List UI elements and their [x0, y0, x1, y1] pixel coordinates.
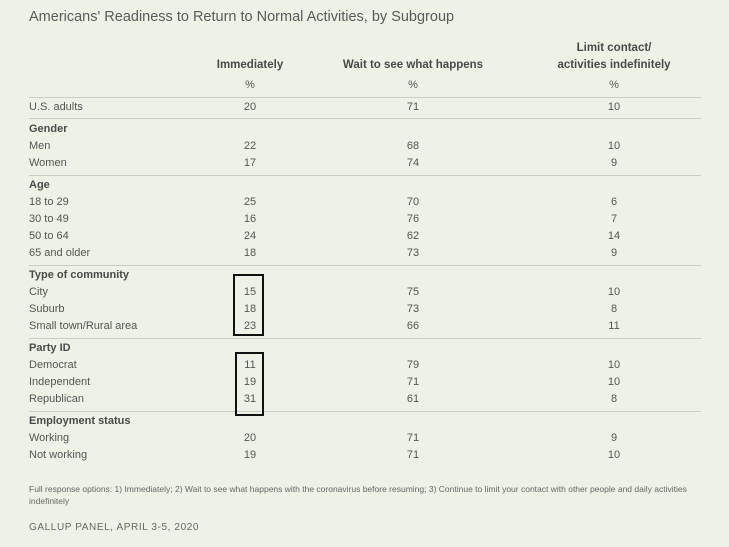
cell-value: 23: [243, 320, 257, 332]
cell-value: 10: [607, 359, 621, 371]
section-rule: [29, 338, 701, 339]
cell-value: 10: [607, 101, 621, 113]
cell-value: 16: [243, 213, 257, 225]
cell-value: 20: [243, 432, 257, 444]
group-label: Employment status: [29, 415, 131, 427]
cell-value: 25: [243, 196, 257, 208]
header-rule: [29, 97, 701, 98]
cell-value: 9: [610, 432, 618, 444]
unit-wait: %: [408, 79, 418, 91]
cell-value: 76: [406, 213, 420, 225]
cell-value: 22: [243, 140, 257, 152]
row-label: Working: [29, 432, 70, 444]
row-label: 18 to 29: [29, 196, 69, 208]
row-label: Suburb: [29, 303, 65, 315]
cell-value: 19: [243, 449, 257, 461]
group-label: Party ID: [29, 342, 71, 354]
cell-value: 71: [406, 101, 420, 113]
unit-immediately: %: [245, 79, 255, 91]
cell-value: 18: [243, 303, 257, 315]
cell-value: 14: [607, 230, 621, 242]
cell-value: 11: [608, 320, 620, 332]
cell-value: 8: [610, 393, 618, 405]
row-label: 30 to 49: [29, 213, 69, 225]
footnote: Full response options: 1) Immediately; 2…: [29, 484, 687, 506]
row-label: 50 to 64: [29, 230, 69, 242]
row-label: Independent: [29, 376, 91, 388]
cell-value: 17: [243, 157, 257, 169]
cell-value: 18: [243, 247, 257, 259]
highlight-box-party: [235, 352, 264, 416]
cell-value: 70: [406, 196, 420, 208]
cell-value: 71: [406, 432, 420, 444]
cell-value: 10: [607, 140, 621, 152]
cell-value: 68: [406, 140, 420, 152]
cell-value: 71: [406, 449, 420, 461]
group-label: Type of community: [29, 269, 130, 281]
row-label: Democrat: [29, 359, 77, 371]
row-label: U.S. adults: [29, 101, 83, 113]
cell-value: 73: [406, 247, 420, 259]
cell-value: 24: [243, 230, 257, 242]
cell-value: 6: [610, 196, 618, 208]
cell-value: 74: [406, 157, 420, 169]
section-rule: [29, 175, 701, 176]
section-rule: [29, 118, 701, 119]
cell-value: 9: [610, 247, 618, 259]
cell-value: 79: [406, 359, 420, 371]
unit-limit: %: [609, 79, 619, 91]
row-label: Not working: [29, 449, 88, 461]
cell-value: 15: [243, 286, 257, 298]
cell-value: 75: [406, 286, 420, 298]
cell-value: 7: [610, 213, 618, 225]
cell-value: 31: [243, 393, 257, 405]
chart-title: Americans' Readiness to Return to Normal…: [29, 9, 455, 25]
cell-value: 10: [607, 286, 621, 298]
cell-value: 9: [610, 157, 618, 169]
cell-value: 10: [607, 376, 621, 388]
section-rule: [29, 265, 701, 266]
cell-value: 11: [244, 359, 256, 371]
cell-value: 66: [406, 320, 420, 332]
header-limit-line1: Limit contact/: [576, 42, 652, 54]
cell-value: 61: [406, 393, 420, 405]
row-label: 65 and older: [29, 247, 91, 259]
cell-value: 73: [406, 303, 420, 315]
group-label: Gender: [29, 123, 68, 135]
header-wait: Wait to see what happens: [342, 59, 484, 71]
cell-value: 10: [607, 449, 621, 461]
source-note: GALLUP PANEL, APRIL 3-5, 2020: [29, 522, 200, 533]
row-label: Small town/Rural area: [29, 320, 138, 332]
header-limit: Limit contact/ activities indefinitely: [534, 40, 694, 74]
cell-value: 71: [406, 376, 420, 388]
cell-value: 8: [610, 303, 618, 315]
row-label: Women: [29, 157, 67, 169]
row-label: Republican: [29, 393, 85, 405]
row-label: Men: [29, 140, 51, 152]
cell-value: 20: [243, 101, 257, 113]
cell-value: 19: [243, 376, 257, 388]
section-rule: [29, 411, 701, 412]
row-label: City: [29, 286, 48, 298]
cell-value: 62: [406, 230, 420, 242]
header-limit-line2: activities indefinitely: [557, 59, 671, 71]
highlight-box-community: [233, 274, 264, 336]
group-label: Age: [29, 179, 50, 191]
header-immediately: Immediately: [216, 59, 284, 71]
